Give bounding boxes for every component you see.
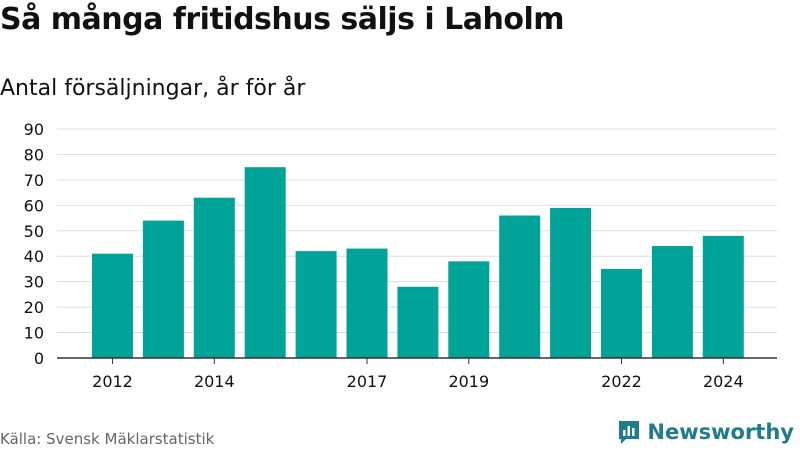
x-tick-label: 2024 bbox=[703, 372, 744, 391]
y-tick-label: 20 bbox=[24, 298, 44, 317]
bar-2012 bbox=[92, 253, 133, 358]
y-tick-label: 70 bbox=[24, 171, 44, 190]
bar-2019 bbox=[448, 261, 490, 358]
x-tick-label: 2017 bbox=[347, 372, 388, 391]
y-tick-label: 50 bbox=[24, 222, 44, 241]
x-tick-label: 2012 bbox=[92, 372, 133, 391]
y-tick-label: 40 bbox=[24, 247, 44, 266]
bar-2017 bbox=[346, 248, 388, 358]
y-tick-label: 90 bbox=[24, 120, 44, 139]
bar-2021 bbox=[550, 207, 592, 358]
bar-2015 bbox=[244, 167, 286, 358]
y-tick-label: 10 bbox=[24, 324, 44, 343]
bars bbox=[92, 167, 744, 358]
source-text: Källa: Svensk Mäklarstatistik bbox=[0, 430, 215, 448]
chart-title: Så många fritidshus säljs i Laholm bbox=[0, 2, 565, 37]
bar-2014 bbox=[193, 197, 235, 358]
chart-subtitle: Antal försäljningar, år för år bbox=[0, 76, 306, 101]
bar-chart-icon bbox=[619, 421, 640, 444]
y-tick-label: 30 bbox=[24, 273, 44, 292]
bar-2022 bbox=[601, 268, 642, 358]
y-axis-ticks: 0 10 20 30 40 50 60 70 80 90 bbox=[24, 120, 44, 368]
y-tick-label: 60 bbox=[24, 196, 44, 215]
bar-2016 bbox=[295, 251, 337, 358]
brand-name: Newsworthy bbox=[647, 420, 794, 444]
x-tick-label: 2014 bbox=[194, 372, 235, 391]
bar-2018 bbox=[397, 286, 439, 358]
bar-2024 bbox=[702, 235, 744, 358]
brand-logo: Newsworthy bbox=[617, 419, 794, 445]
y-tick-label: 80 bbox=[24, 145, 44, 164]
y-tick-label: 0 bbox=[34, 349, 44, 368]
x-tick-label: 2022 bbox=[601, 372, 642, 391]
x-axis-ticks: 2012 2014 2017 2019 2022 2024 bbox=[92, 358, 744, 391]
bar-2013 bbox=[142, 220, 184, 358]
bar-2023 bbox=[651, 246, 693, 358]
bar-2020 bbox=[499, 215, 541, 358]
x-tick-label: 2019 bbox=[448, 372, 489, 391]
